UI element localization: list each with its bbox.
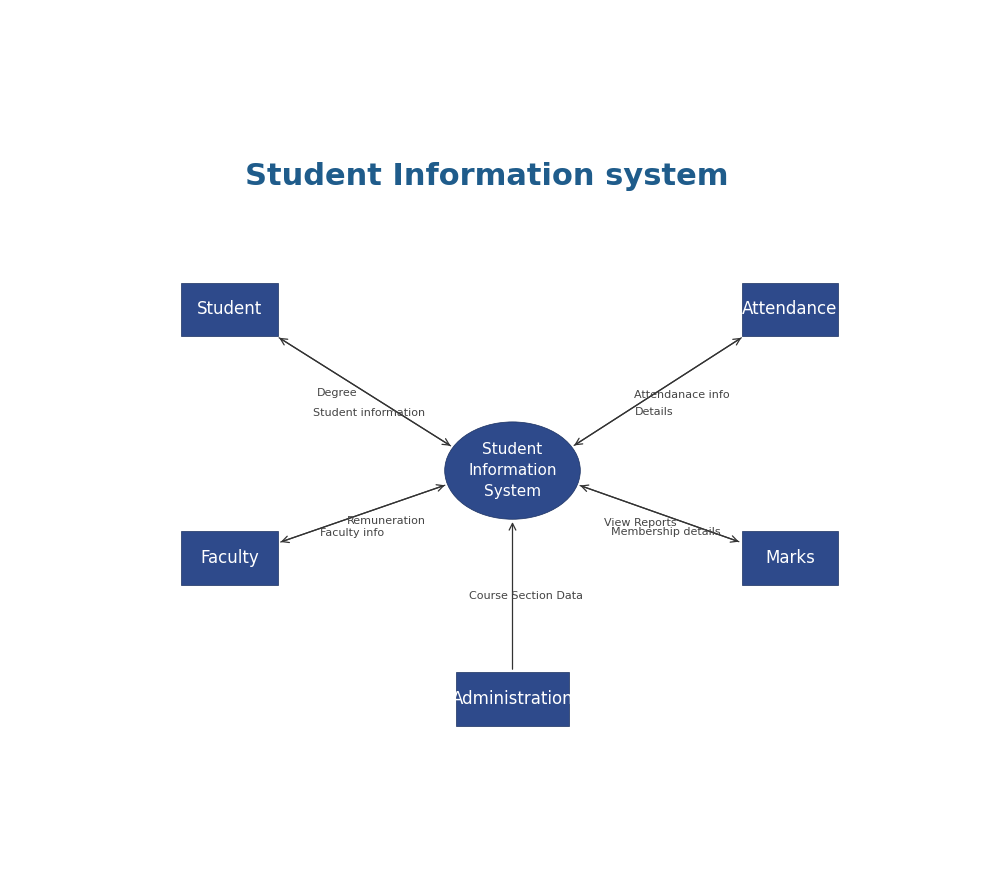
FancyBboxPatch shape <box>742 531 838 585</box>
Text: Student Information system: Student Information system <box>245 161 729 191</box>
Ellipse shape <box>445 422 580 519</box>
Text: Attendanace info: Attendanace info <box>634 390 729 399</box>
Text: Attendance: Attendance <box>742 301 838 318</box>
Text: Remuneration: Remuneration <box>347 516 426 527</box>
Text: Faculty: Faculty <box>200 548 259 567</box>
FancyBboxPatch shape <box>181 531 278 585</box>
FancyBboxPatch shape <box>742 283 838 337</box>
Text: Faculty info: Faculty info <box>320 528 384 538</box>
Text: Details: Details <box>635 407 673 418</box>
Text: Student
Information
System: Student Information System <box>468 442 557 499</box>
Text: Course Section Data: Course Section Data <box>469 590 583 601</box>
FancyBboxPatch shape <box>456 672 569 726</box>
Text: Marks: Marks <box>765 548 815 567</box>
Text: Membership details: Membership details <box>611 527 721 537</box>
Text: Student information: Student information <box>313 407 425 418</box>
Text: View Reports: View Reports <box>604 518 676 528</box>
Text: Student: Student <box>197 301 262 318</box>
Text: Degree: Degree <box>317 388 358 398</box>
FancyBboxPatch shape <box>181 283 278 337</box>
Text: Administration: Administration <box>452 690 573 708</box>
